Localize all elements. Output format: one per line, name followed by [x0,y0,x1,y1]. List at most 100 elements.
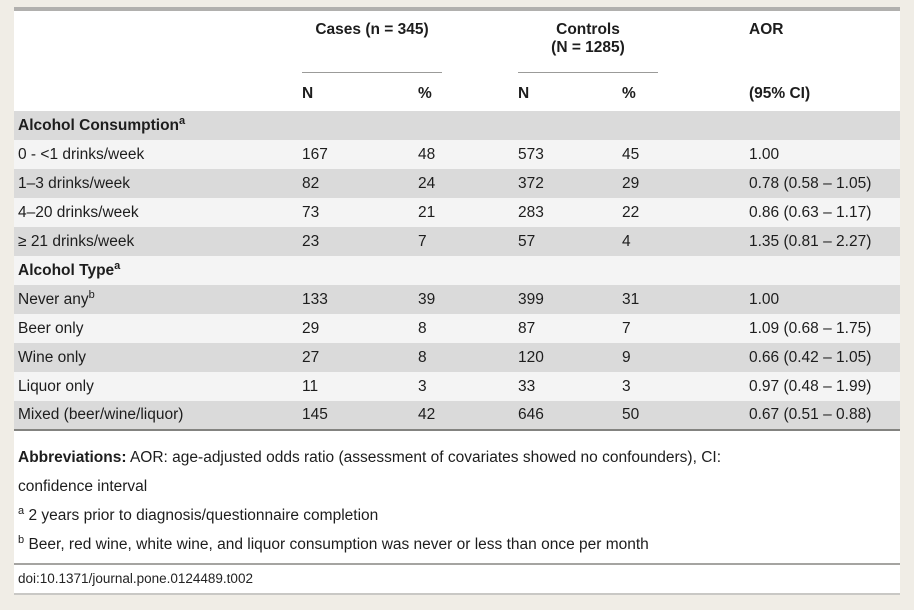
cases-n-header: N [302,73,418,111]
cases-n-cell: 29 [302,314,418,343]
controls-pct-cell: 7 [622,314,749,343]
cases-n-cell: 23 [302,227,418,256]
controls-pct-cell: 4 [622,227,749,256]
ci-header: (95% CI) [749,73,900,111]
empty-corner-cell [14,11,302,73]
controls-pct-cell: 3 [622,372,749,401]
cases-n-cell: 167 [302,140,418,169]
row-label: ≥ 21 drinks/week [18,232,135,250]
aor-cell: 0.66 (0.42 – 1.05) [749,343,900,372]
table-body: Alcohol Consumptiona 0 - <1 drinks/week … [14,111,900,431]
abbreviations-label: Abbreviations: [18,449,127,466]
controls-n-cell: 283 [518,198,622,227]
footnote-a-superscript: a [18,504,25,517]
abbreviations-note: Abbreviations: AOR: age-adjusted odds ra… [18,443,892,472]
footnote-b-superscript: b [18,533,25,546]
controls-pct-header: % [622,73,749,111]
cases-pct-header: % [418,73,518,111]
cases-underline [302,72,442,73]
cases-n-cell: 27 [302,343,418,372]
controls-group-label-line1: Controls [556,21,620,38]
controls-pct-cell: 29 [622,169,749,198]
cases-pct-cell: 3 [418,372,518,401]
controls-pct-cell: 31 [622,285,749,314]
cases-pct-cell: 7 [418,227,518,256]
table-row: ≥ 21 drinks/week 23 7 57 4 1.35 (0.81 – … [14,227,900,256]
table-row: Mixed (beer/wine/liquor) 145 42 646 50 0… [14,401,900,431]
cases-pct-cell: 42 [418,401,518,431]
group-header-row: Cases (n = 345) Controls (N = 1285) AOR [14,11,900,73]
controls-n-cell: 33 [518,372,622,401]
controls-n-cell: 646 [518,401,622,431]
table-row: Beer only 29 8 87 7 1.09 (0.68 – 1.75) [14,314,900,343]
doi-bar: doi:10.1371/journal.pone.0124489.t002 [14,563,900,593]
controls-n-header: N [518,73,622,111]
controls-group-label-line2: (N = 1285) [551,39,625,56]
cases-pct-cell: 21 [418,198,518,227]
cases-n-cell: 73 [302,198,418,227]
empty-label-subcell [14,73,302,111]
cases-pct-cell: 48 [418,140,518,169]
controls-pct-cell: 45 [622,140,749,169]
table-row: 1–3 drinks/week 82 24 372 29 0.78 (0.58 … [14,169,900,198]
cases-n-cell: 133 [302,285,418,314]
aor-cell: 0.97 (0.48 – 1.99) [749,372,900,401]
row-label: Mixed (beer/wine/liquor) [18,406,184,423]
section-row-alcohol-type: Alcohol Typea [14,256,900,285]
aor-label: AOR [749,21,784,38]
controls-pct-cell: 9 [622,343,749,372]
cases-pct-cell: 39 [418,285,518,314]
aor-cell: 0.67 (0.51 – 0.88) [749,401,900,431]
aor-cell: 1.35 (0.81 – 2.27) [749,227,900,256]
row-label: 1–3 drinks/week [18,174,131,192]
sub-header-row: N % N % (95% CI) [14,73,900,111]
controls-n-cell: 372 [518,169,622,198]
controls-group-header: Controls (N = 1285) [518,11,749,73]
aor-group-header: AOR [749,11,900,73]
footnote-b: b Beer, red wine, white wine, and liquor… [18,530,892,559]
row-label: Wine only [18,348,87,366]
aor-cell: 1.09 (0.68 – 1.75) [749,314,900,343]
section-superscript: a [179,114,186,127]
section-label: Alcohol Consumption [18,116,180,134]
section-superscript: a [114,259,121,272]
table-card: Cases (n = 345) Controls (N = 1285) AOR … [14,7,900,595]
cases-group-header: Cases (n = 345) [302,11,518,73]
controls-pct-cell: 22 [622,198,749,227]
row-label: 0 - <1 drinks/week [18,145,145,163]
controls-n-cell: 120 [518,343,622,372]
controls-n-cell: 57 [518,227,622,256]
table-header: Cases (n = 345) Controls (N = 1285) AOR … [14,11,900,111]
row-label: Never any [18,290,89,308]
cases-pct-cell: 8 [418,343,518,372]
cases-n-cell: 145 [302,401,418,431]
row-label: Liquor only [18,377,94,395]
doi-text: doi:10.1371/journal.pone.0124489.t002 [18,571,253,586]
controls-pct-cell: 50 [622,401,749,431]
controls-n-cell: 399 [518,285,622,314]
footnote-b-text: Beer, red wine, white wine, and liquor c… [28,536,649,553]
aor-cell: 0.86 (0.63 – 1.17) [749,198,900,227]
cases-n-cell: 11 [302,372,418,401]
abbreviations-note-line2: confidence interval [18,478,148,495]
cases-n-cell: 82 [302,169,418,198]
cases-group-label: Cases (n = 345) [315,21,429,38]
cases-pct-cell: 8 [418,314,518,343]
table-row: 0 - <1 drinks/week 167 48 573 45 1.00 [14,140,900,169]
aor-cell: 1.00 [749,285,900,314]
section-row-alcohol-consumption: Alcohol Consumptiona [14,111,900,140]
cases-pct-cell: 24 [418,169,518,198]
aor-cell: 1.00 [749,140,900,169]
footnote-a-text: 2 years prior to diagnosis/questionnaire… [28,507,379,524]
row-label: Beer only [18,319,84,337]
row-label: 4–20 drinks/week [18,203,139,221]
results-table: Cases (n = 345) Controls (N = 1285) AOR … [14,11,900,431]
abbreviations-text-line1: AOR: age-adjusted odds ratio (assessment… [129,449,721,466]
table-row: Liquor only 11 3 33 3 0.97 (0.48 – 1.99) [14,372,900,401]
controls-n-cell: 573 [518,140,622,169]
table-row: Never anyb 133 39 399 31 1.00 [14,285,900,314]
footnotes: Abbreviations: AOR: age-adjusted odds ra… [14,431,900,563]
row-superscript: b [88,288,95,301]
section-label: Alcohol Type [18,261,115,279]
aor-cell: 0.78 (0.58 – 1.05) [749,169,900,198]
